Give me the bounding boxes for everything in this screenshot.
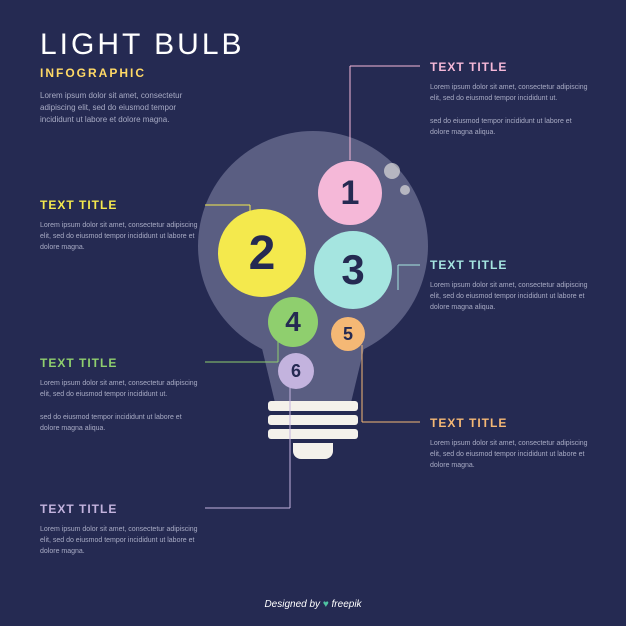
base-stripe: [268, 401, 358, 411]
block-body: Lorem ipsum dolor sit amet, consectetur …: [430, 82, 590, 138]
number-circle-1: 1: [318, 161, 382, 225]
text-block-3: TEXT TITLE Lorem ipsum dolor sit amet, co…: [430, 258, 590, 314]
block-body: Lorem ipsum dolor sit amet, consectetur …: [430, 438, 590, 472]
block-title: TEXT TITLE: [40, 356, 200, 370]
bulb-highlight-2: [400, 185, 410, 195]
intro-text: Lorem ipsum dolor sit amet, consectetur …: [40, 90, 210, 126]
main-title: LIGHT BULB: [40, 28, 245, 62]
lightbulb-graphic: 123456: [188, 131, 438, 481]
bulb-base: [268, 401, 358, 459]
base-tip: [293, 443, 333, 459]
block-body: Lorem ipsum dolor sit amet, consectetur …: [430, 280, 590, 314]
block-title: TEXT TITLE: [40, 198, 200, 212]
block-title: TEXT TITLE: [430, 60, 590, 74]
base-stripe: [268, 429, 358, 439]
credit-prefix: Designed by: [264, 599, 322, 610]
credit-line: Designed by ♥ freepik: [0, 599, 626, 610]
infographic-page: LIGHT BULB INFOGRAPHIC Lorem ipsum dolor…: [0, 0, 626, 626]
number-circle-5: 5: [331, 317, 365, 351]
text-block-4: TEXT TITLE Lorem ipsum dolor sit amet, co…: [40, 356, 200, 434]
base-stripe: [268, 415, 358, 425]
text-block-1: TEXT TITLE Lorem ipsum dolor sit amet, co…: [430, 60, 590, 138]
subtitle: INFOGRAPHIC: [40, 66, 146, 80]
block-body: Lorem ipsum dolor sit amet, consectetur …: [40, 378, 200, 434]
block-body: Lorem ipsum dolor sit amet, consectetur …: [40, 220, 200, 254]
bulb-highlight-1: [384, 163, 400, 179]
text-block-5: TEXT TITLE Lorem ipsum dolor sit amet, co…: [430, 416, 590, 472]
number-circle-3: 3: [314, 231, 392, 309]
number-circle-6: 6: [278, 353, 314, 389]
number-circle-2: 2: [218, 209, 306, 297]
block-body: Lorem ipsum dolor sit amet, consectetur …: [40, 524, 200, 558]
text-block-6: TEXT TITLE Lorem ipsum dolor sit amet, co…: [40, 502, 200, 558]
text-block-2: TEXT TITLE Lorem ipsum dolor sit amet, co…: [40, 198, 200, 254]
block-title: TEXT TITLE: [40, 502, 200, 516]
block-title: TEXT TITLE: [430, 258, 590, 272]
block-title: TEXT TITLE: [430, 416, 590, 430]
number-circle-4: 4: [268, 297, 318, 347]
credit-name: freepik: [329, 599, 362, 610]
